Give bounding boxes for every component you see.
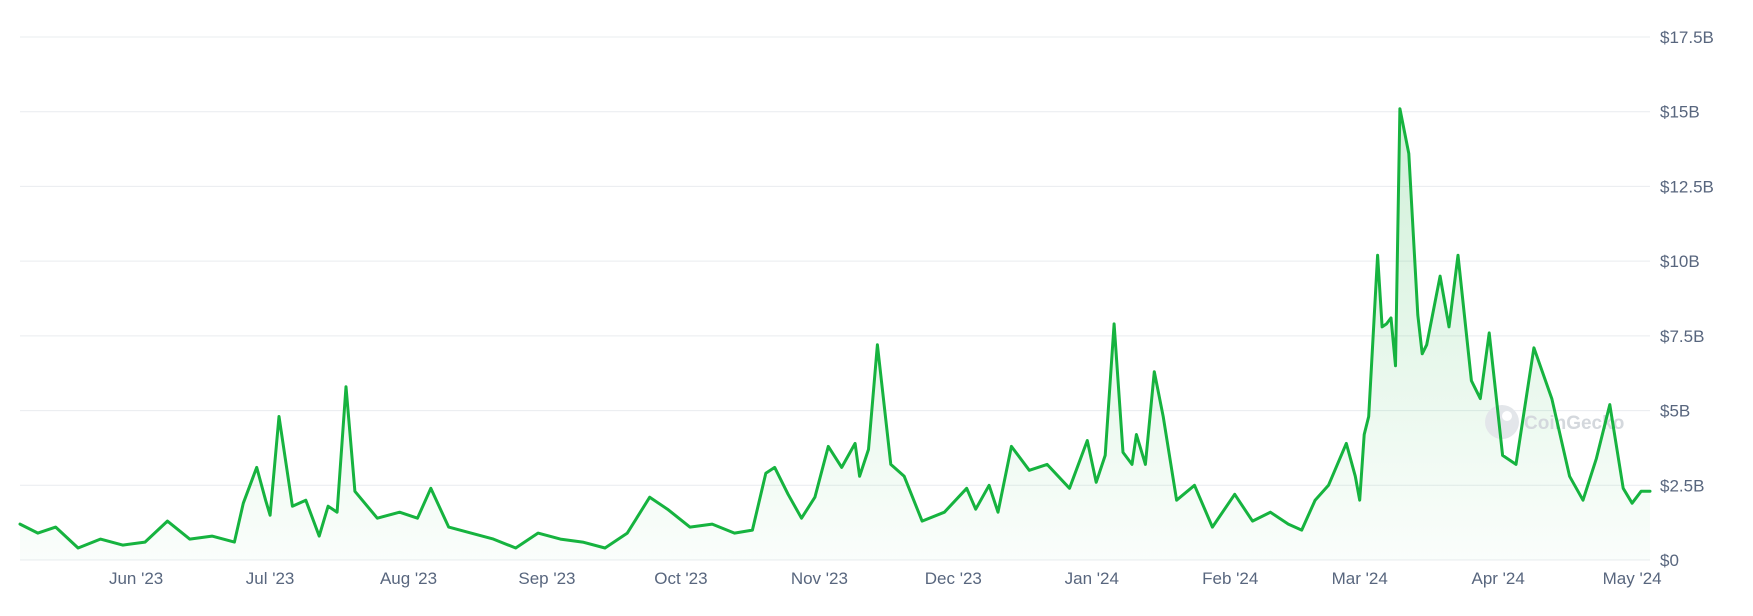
y-tick-label: $15B (1660, 103, 1700, 122)
line-layer (18, 107, 1652, 550)
y-axis-labels: $0 $2.5B $5B $7.5B $10B $12.5B $15B $17.5B (1660, 28, 1714, 570)
x-tick-label: Dec '23 (925, 569, 982, 588)
x-tick-label: Mar '24 (1332, 569, 1388, 588)
y-tick-label: $0 (1660, 551, 1679, 570)
gecko-eye-icon (1502, 411, 1512, 421)
y-tick-label: $5B (1660, 402, 1690, 421)
y-tick-label: $7.5B (1660, 327, 1704, 346)
x-tick-label: Feb '24 (1202, 569, 1258, 588)
y-tick-label: $17.5B (1660, 28, 1714, 47)
x-tick-label: Oct '23 (654, 569, 707, 588)
grid-lines (20, 36, 1650, 561)
x-tick-label: Sep '23 (518, 569, 575, 588)
x-tick-label: Jul '23 (246, 569, 295, 588)
x-tick-label: May '24 (1603, 569, 1662, 588)
x-tick-label: Apr '24 (1471, 569, 1524, 588)
y-tick-label: $10B (1660, 252, 1700, 271)
coingecko-watermark: CoinGecko (1485, 405, 1624, 439)
x-tick-label: Jun '23 (109, 569, 163, 588)
series-area-fill (20, 108, 1650, 560)
y-tick-label: $2.5B (1660, 476, 1704, 495)
x-tick-label: Nov '23 (791, 569, 848, 588)
x-tick-label: Jan '24 (1065, 569, 1119, 588)
series-line (18, 107, 1652, 550)
x-tick-label: Aug '23 (380, 569, 437, 588)
watermark-label: CoinGecko (1524, 413, 1624, 434)
gecko-logo-icon (1485, 405, 1519, 439)
y-tick-label: $12.5B (1660, 177, 1714, 196)
area-fill-layer (20, 108, 1650, 560)
x-axis-labels: Jun '23 Jul '23 Aug '23 Sep '23 Oct '23 Nov '… (109, 569, 1662, 588)
